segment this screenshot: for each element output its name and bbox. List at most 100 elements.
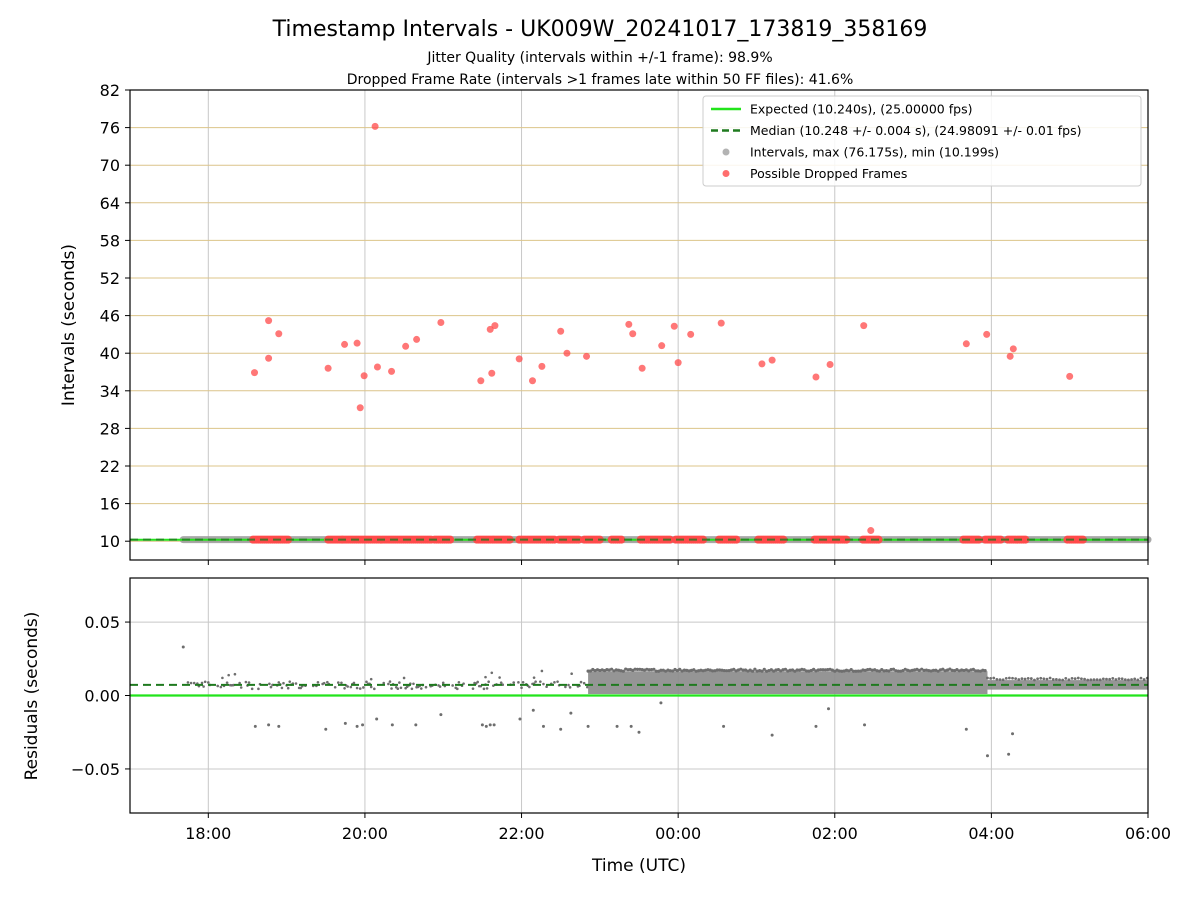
- residual-point: [605, 668, 609, 672]
- residual-point: [992, 676, 996, 680]
- residual-point: [396, 687, 400, 691]
- residual-point: [675, 669, 679, 673]
- residual-point: [986, 676, 989, 680]
- residual-point: [512, 681, 516, 684]
- residual-point: [647, 668, 651, 672]
- residual-point: [917, 668, 921, 672]
- residual-point: [1142, 678, 1146, 681]
- dropped-frame-point: [617, 535, 626, 544]
- residual-outlier-point: [492, 723, 496, 727]
- residual-point: [1108, 677, 1112, 681]
- residual-point: [490, 671, 494, 675]
- residual-point: [189, 681, 193, 685]
- residual-point: [410, 687, 414, 691]
- intervals-ytick-label: 34: [100, 382, 120, 401]
- residual-point: [1133, 677, 1137, 681]
- residual-point: [528, 685, 531, 689]
- intervals-ytick-label: 52: [100, 269, 120, 288]
- residual-outlier-point: [439, 713, 443, 717]
- dropped-frame-point: [486, 325, 494, 333]
- dropped-frame-point: [826, 360, 834, 368]
- residual-point: [1114, 678, 1118, 681]
- residual-point: [582, 681, 586, 685]
- residual-point: [971, 667, 975, 671]
- residual-point: [621, 669, 625, 673]
- residual-outlier-point: [531, 708, 535, 712]
- residual-point: [889, 667, 893, 672]
- residual-point: [402, 676, 406, 680]
- residual-point: [804, 669, 809, 673]
- dropped-frame-point: [638, 364, 646, 372]
- dropped-frame-point: [265, 354, 273, 362]
- residual-outlier-point: [277, 724, 281, 728]
- residual-point: [238, 681, 241, 685]
- residual-point: [922, 668, 926, 672]
- legend-dropped-swatch: [722, 170, 730, 177]
- dropped-frame-point: [341, 340, 349, 348]
- residual-point: [1083, 677, 1086, 681]
- intervals-ytick-label: 40: [100, 344, 120, 363]
- residual-point: [247, 681, 251, 684]
- residual-point: [1020, 677, 1024, 681]
- residual-point: [476, 680, 479, 684]
- residual-point: [882, 669, 886, 673]
- intervals-ylabel: Intervals (seconds): [59, 244, 79, 406]
- residual-point: [280, 686, 284, 690]
- legend-label: Median (10.248 +/- 0.004 s), (24.98091 +…: [750, 123, 1081, 138]
- residual-point: [851, 669, 856, 673]
- dropped-frame-point: [360, 372, 368, 380]
- residual-point: [941, 667, 945, 671]
- residual-point: [451, 684, 454, 687]
- intervals-ytick-label: 82: [100, 81, 120, 100]
- dropped-frame-point: [996, 535, 1005, 544]
- residual-point: [586, 685, 589, 689]
- residual-point: [626, 668, 630, 672]
- residual-point: [678, 667, 682, 672]
- time-xtick-label: 04:00: [968, 824, 1014, 843]
- residual-point: [1117, 677, 1121, 681]
- dropped-frame-point: [625, 320, 633, 328]
- intervals-ytick-label: 64: [100, 194, 120, 213]
- residual-outlier-point: [659, 701, 663, 705]
- residual-point: [783, 667, 788, 671]
- residual-outlier-point: [814, 724, 818, 728]
- residual-point: [936, 669, 940, 673]
- residual-point: [901, 669, 905, 673]
- residual-point: [257, 687, 260, 691]
- residual-point: [540, 669, 544, 673]
- residual-outlier-point: [267, 723, 271, 727]
- legend-intervals-swatch: [722, 148, 730, 156]
- residual-point: [981, 668, 985, 672]
- dropped-frame-point: [1006, 352, 1014, 360]
- residual-point: [974, 669, 978, 673]
- dropped-frame-point: [373, 363, 381, 371]
- residual-point: [790, 668, 795, 672]
- residual-point: [438, 685, 442, 688]
- residual-point: [1098, 678, 1102, 682]
- residual-point: [1120, 677, 1124, 681]
- dropped-frame-point: [674, 359, 682, 367]
- dropped-frame-point: [1021, 535, 1030, 544]
- intervals-ytick-label: 58: [100, 231, 120, 250]
- residual-point: [579, 680, 583, 684]
- residual-point: [1067, 678, 1071, 682]
- residual-point: [216, 684, 220, 688]
- residual-point: [927, 669, 931, 673]
- residual-point: [570, 672, 573, 675]
- residual-point: [635, 667, 640, 672]
- residual-outlier-point: [181, 645, 185, 649]
- residual-point: [221, 676, 224, 680]
- residual-point: [816, 668, 820, 672]
- residual-point: [556, 680, 559, 683]
- residual-point: [1139, 676, 1143, 680]
- residual-point: [282, 681, 285, 685]
- residual-point: [1039, 676, 1043, 680]
- residual-point: [1086, 678, 1090, 682]
- residual-point: [1061, 678, 1065, 682]
- residual-point: [390, 687, 393, 690]
- residual-point: [485, 687, 489, 690]
- residual-point: [539, 680, 542, 683]
- residual-point: [1105, 677, 1108, 681]
- residual-point: [420, 687, 423, 690]
- residual-point: [250, 687, 254, 691]
